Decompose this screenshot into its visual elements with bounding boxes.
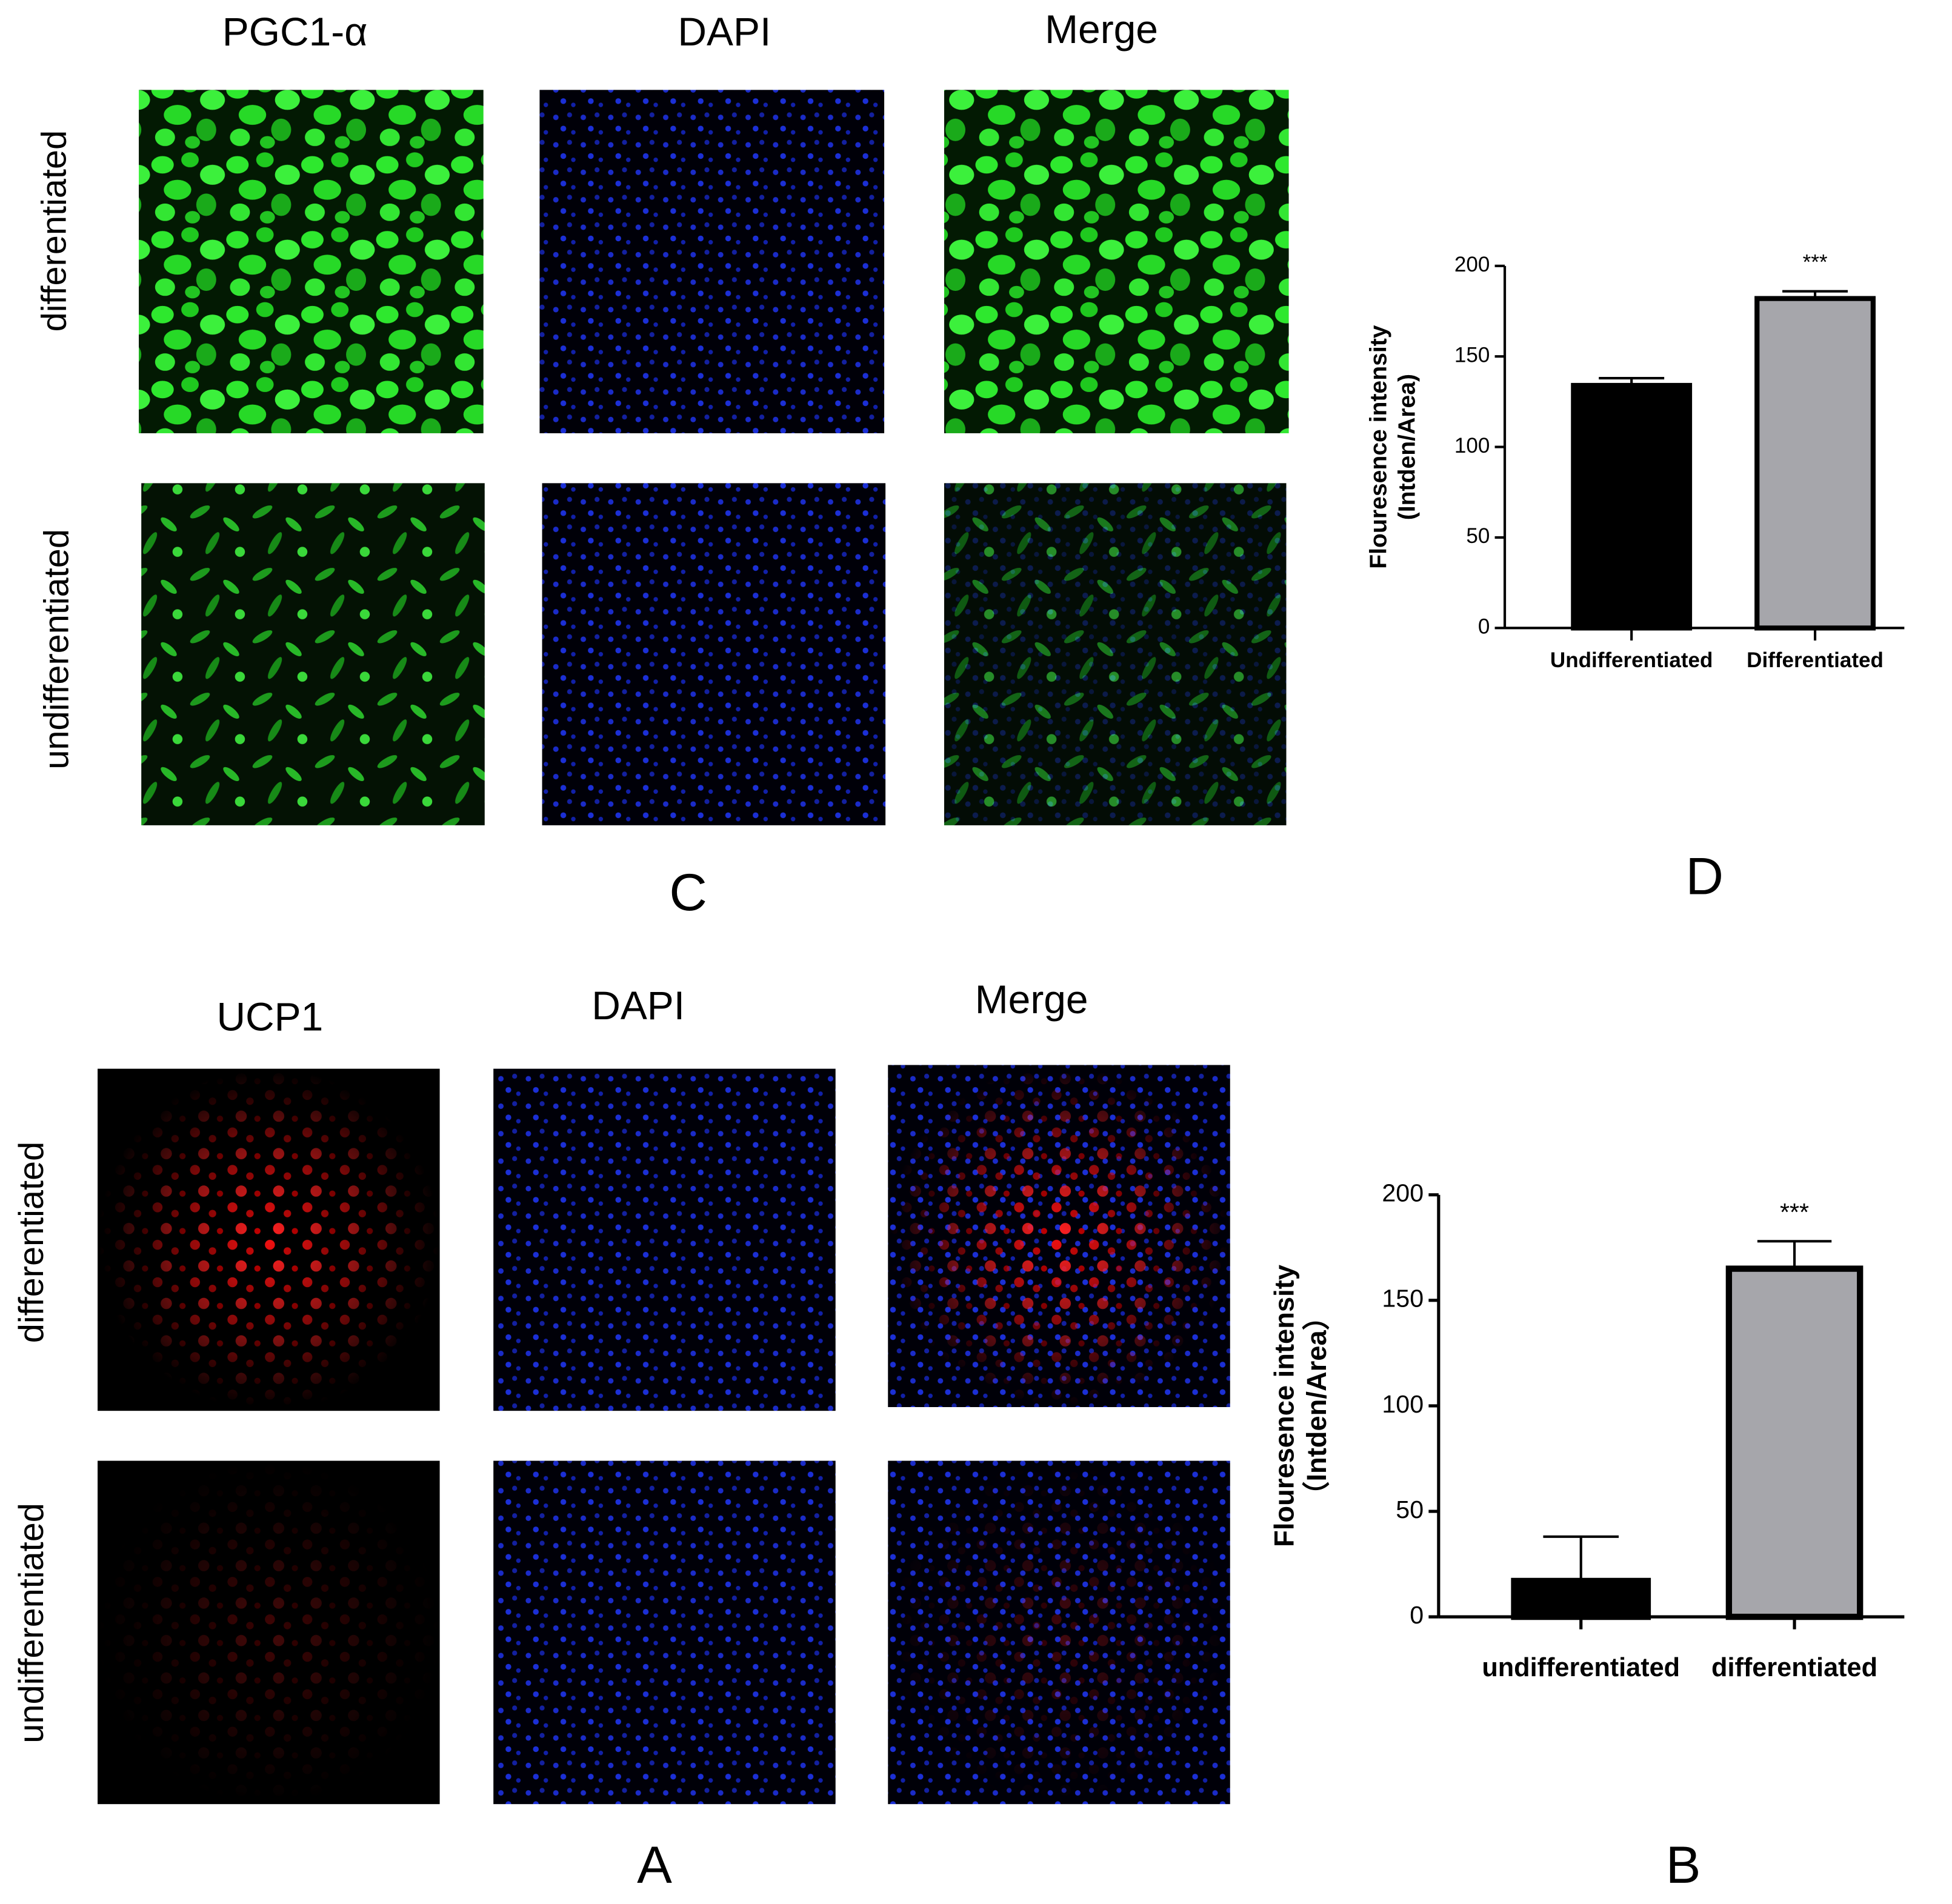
- row-label: differentiated: [35, 130, 73, 331]
- column-heading: Merge: [1045, 7, 1158, 52]
- y-tick-label: 150: [1454, 343, 1490, 367]
- row-label: differentiated: [12, 1142, 51, 1343]
- y-axis-label: （Intden/Area）: [1301, 1303, 1332, 1509]
- y-tick-label: 50: [1396, 1496, 1424, 1523]
- x-tick-label: undifferentiated: [1482, 1653, 1680, 1682]
- column-heading: Merge: [975, 977, 1088, 1022]
- micrograph-overlay: [944, 483, 1287, 825]
- y-tick-label: 0: [1478, 615, 1490, 639]
- micrograph-signal: [888, 1460, 1230, 1805]
- y-tick-label: 200: [1382, 1179, 1424, 1207]
- micrograph: [493, 1068, 836, 1411]
- significance: ***: [1803, 251, 1828, 275]
- micrograph-signal: [888, 1065, 1230, 1407]
- micrograph-signal: [98, 1460, 440, 1805]
- column-heading: DAPI: [678, 9, 771, 54]
- micrograph: [493, 1460, 836, 1805]
- micrograph: [944, 90, 1289, 433]
- micrograph: [542, 483, 886, 825]
- column-heading: UCP1: [216, 994, 323, 1039]
- x-tick-label: differentiated: [1711, 1653, 1877, 1682]
- y-tick-label: 0: [1410, 1601, 1424, 1629]
- panel-label: C: [669, 864, 707, 922]
- panel-label: B: [1666, 1836, 1701, 1894]
- micrograph: [139, 90, 484, 433]
- y-tick-label: 150: [1382, 1285, 1424, 1313]
- bar: [1754, 296, 1876, 631]
- bar: [1511, 1577, 1651, 1620]
- y-tick-label: 50: [1466, 524, 1490, 548]
- y-axis-label: Flouresence intensity: [1268, 1265, 1299, 1547]
- bar: [1571, 382, 1693, 631]
- row-label: undifferentiated: [12, 1503, 51, 1743]
- y-tick-label: 100: [1382, 1390, 1424, 1418]
- y-tick-label: 200: [1454, 253, 1490, 276]
- row-label: undifferentiated: [37, 529, 76, 770]
- y-axis-label: Flouresence intensity: [1365, 325, 1391, 568]
- x-tick-label: Differentiated: [1747, 648, 1884, 672]
- panel-label: A: [637, 1836, 672, 1894]
- bar: [1725, 1265, 1864, 1620]
- column-heading: DAPI: [591, 983, 685, 1028]
- micrograph: [539, 90, 885, 433]
- column-heading: PGC1-α: [222, 9, 368, 54]
- x-tick-label: Undifferentiated: [1550, 648, 1713, 672]
- panel-label: D: [1685, 847, 1723, 905]
- y-tick-label: 100: [1454, 434, 1490, 458]
- significance: ***: [1780, 1198, 1809, 1226]
- y-axis-label: (Intden/Area): [1394, 374, 1421, 520]
- micrograph: [141, 483, 485, 825]
- micrograph-signal: [98, 1068, 440, 1411]
